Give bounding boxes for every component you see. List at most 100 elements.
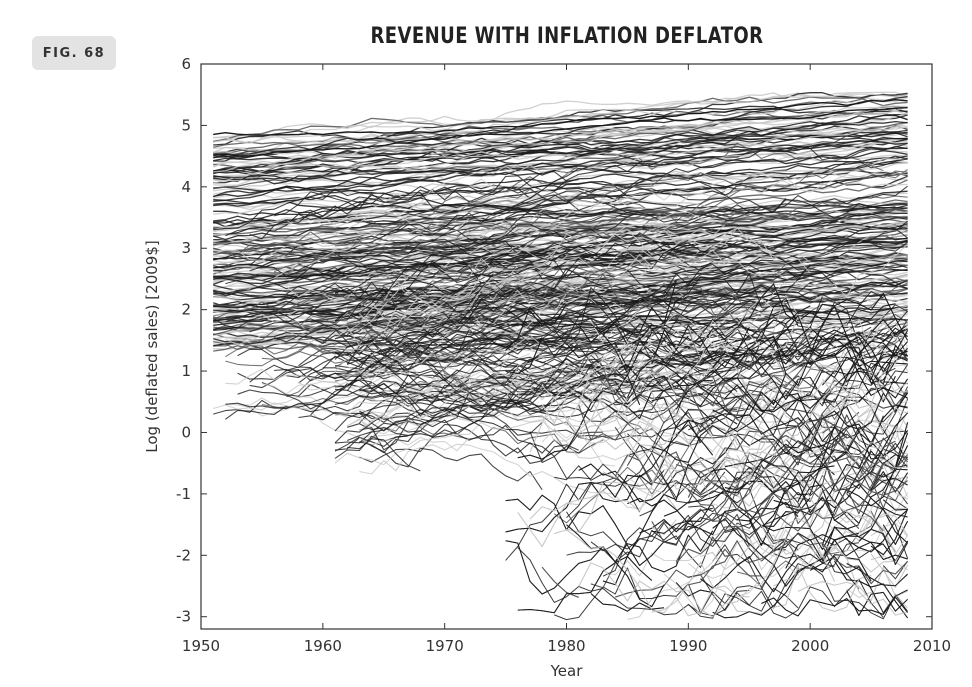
firm-series-line <box>785 393 908 444</box>
firm-series-line <box>383 199 896 237</box>
firm-series-line <box>870 407 908 430</box>
firm-series-line <box>651 305 811 365</box>
y-tick-label: 1 <box>181 362 191 380</box>
firm-series-line <box>687 492 909 574</box>
firm-series-line <box>614 345 640 357</box>
firm-series-line <box>213 132 908 185</box>
firm-series-line <box>712 446 823 485</box>
firm-series-line <box>456 170 908 231</box>
firm-series-line <box>675 582 713 597</box>
firm-series-line <box>626 376 848 466</box>
firm-series-line <box>213 203 908 241</box>
firm-series-line <box>213 92 908 146</box>
firm-series-line <box>213 205 908 232</box>
firm-series-line <box>359 328 543 371</box>
firm-series-line <box>614 323 689 350</box>
firm-series-line <box>809 305 909 373</box>
firm-series-line <box>541 371 592 424</box>
y-tick-label: 0 <box>181 423 191 441</box>
firm-series-line <box>420 355 604 374</box>
firm-series-line <box>870 477 908 492</box>
x-tick-label: 1960 <box>304 637 342 655</box>
firm-series-line <box>505 452 726 561</box>
firm-series-line <box>529 431 641 513</box>
firm-series-line <box>505 142 908 219</box>
firm-series-line <box>286 210 531 273</box>
firm-series-line <box>213 126 908 182</box>
firm-series-line <box>517 455 677 548</box>
firm-series-line <box>541 300 799 366</box>
firm-series-line <box>846 590 908 616</box>
firm-series-line <box>821 462 896 517</box>
firm-series-line <box>213 132 908 182</box>
firm-series-line <box>505 253 835 277</box>
firm-series-line <box>688 398 909 512</box>
firm-series-line <box>212 169 908 198</box>
firm-series-line <box>651 373 787 429</box>
firm-series-line <box>846 493 909 559</box>
firm-series-line <box>700 532 860 593</box>
firm-series-line <box>237 209 750 256</box>
firm-series-line <box>846 456 884 470</box>
firm-series-line <box>273 208 677 273</box>
firm-series-line <box>651 519 677 536</box>
firm-series-line <box>809 556 908 614</box>
firm-series-line <box>346 253 653 332</box>
firm-series-line <box>651 414 847 546</box>
firm-series-line <box>334 211 725 283</box>
firm-series-line <box>870 412 908 473</box>
firm-series-line <box>675 372 908 469</box>
firm-series-line <box>651 561 872 615</box>
firm-series-line <box>724 316 908 352</box>
firm-series-line <box>213 146 908 198</box>
firm-series-line <box>687 329 823 388</box>
series-lines <box>212 91 909 621</box>
firm-series-line <box>554 456 762 524</box>
firm-series-line <box>639 395 848 469</box>
y-axis-label: Log (deflated sales) [2009$] <box>143 240 161 452</box>
firm-series-line <box>675 328 738 376</box>
firm-series-line <box>700 306 811 348</box>
firm-series-line <box>554 282 726 373</box>
firm-series-line <box>541 343 652 399</box>
firm-series-line <box>821 330 908 385</box>
firm-series-line <box>213 229 908 264</box>
firm-series-line <box>213 340 421 362</box>
firm-series-line <box>663 491 811 527</box>
firm-series-line <box>419 394 811 433</box>
y-tick-label: 4 <box>181 178 191 196</box>
firm-series-line <box>359 318 896 451</box>
firm-series-line <box>749 324 908 386</box>
firm-series-line <box>213 171 908 207</box>
firm-series-line <box>225 279 348 293</box>
firm-series-line <box>346 273 494 373</box>
firm-series-line <box>347 244 738 287</box>
firm-series-line <box>347 438 421 472</box>
firm-series-line <box>334 256 860 295</box>
firm-series-line <box>797 449 847 502</box>
firm-series-line <box>712 518 872 587</box>
firm-series-line <box>614 454 653 482</box>
firm-series-line <box>700 461 726 494</box>
firm-series-line <box>749 336 908 399</box>
firm-series-line <box>213 96 908 144</box>
firm-series-line <box>432 235 726 260</box>
firm-series-line <box>700 474 908 570</box>
firm-series-line <box>590 593 665 612</box>
x-tick-label: 1980 <box>547 637 585 655</box>
firm-series-line <box>334 219 519 252</box>
firm-series-line <box>773 453 909 536</box>
x-tick-label: 2000 <box>791 637 829 655</box>
firm-series-line <box>578 280 677 343</box>
firm-series-line <box>773 425 909 505</box>
firm-series-line <box>822 450 896 470</box>
firm-series-line <box>346 402 482 427</box>
firm-series-line <box>822 545 908 616</box>
firm-series-line <box>493 220 677 252</box>
firm-series-line <box>602 295 750 352</box>
firm-series-line <box>882 327 908 343</box>
axis-ticks: 1950 1960 1970 1980 1990 2000 2010 -3 -2 -1 0 1 2 3 4 5… <box>176 55 951 655</box>
firm-series-line <box>846 444 884 463</box>
firm-series-line <box>213 105 908 173</box>
